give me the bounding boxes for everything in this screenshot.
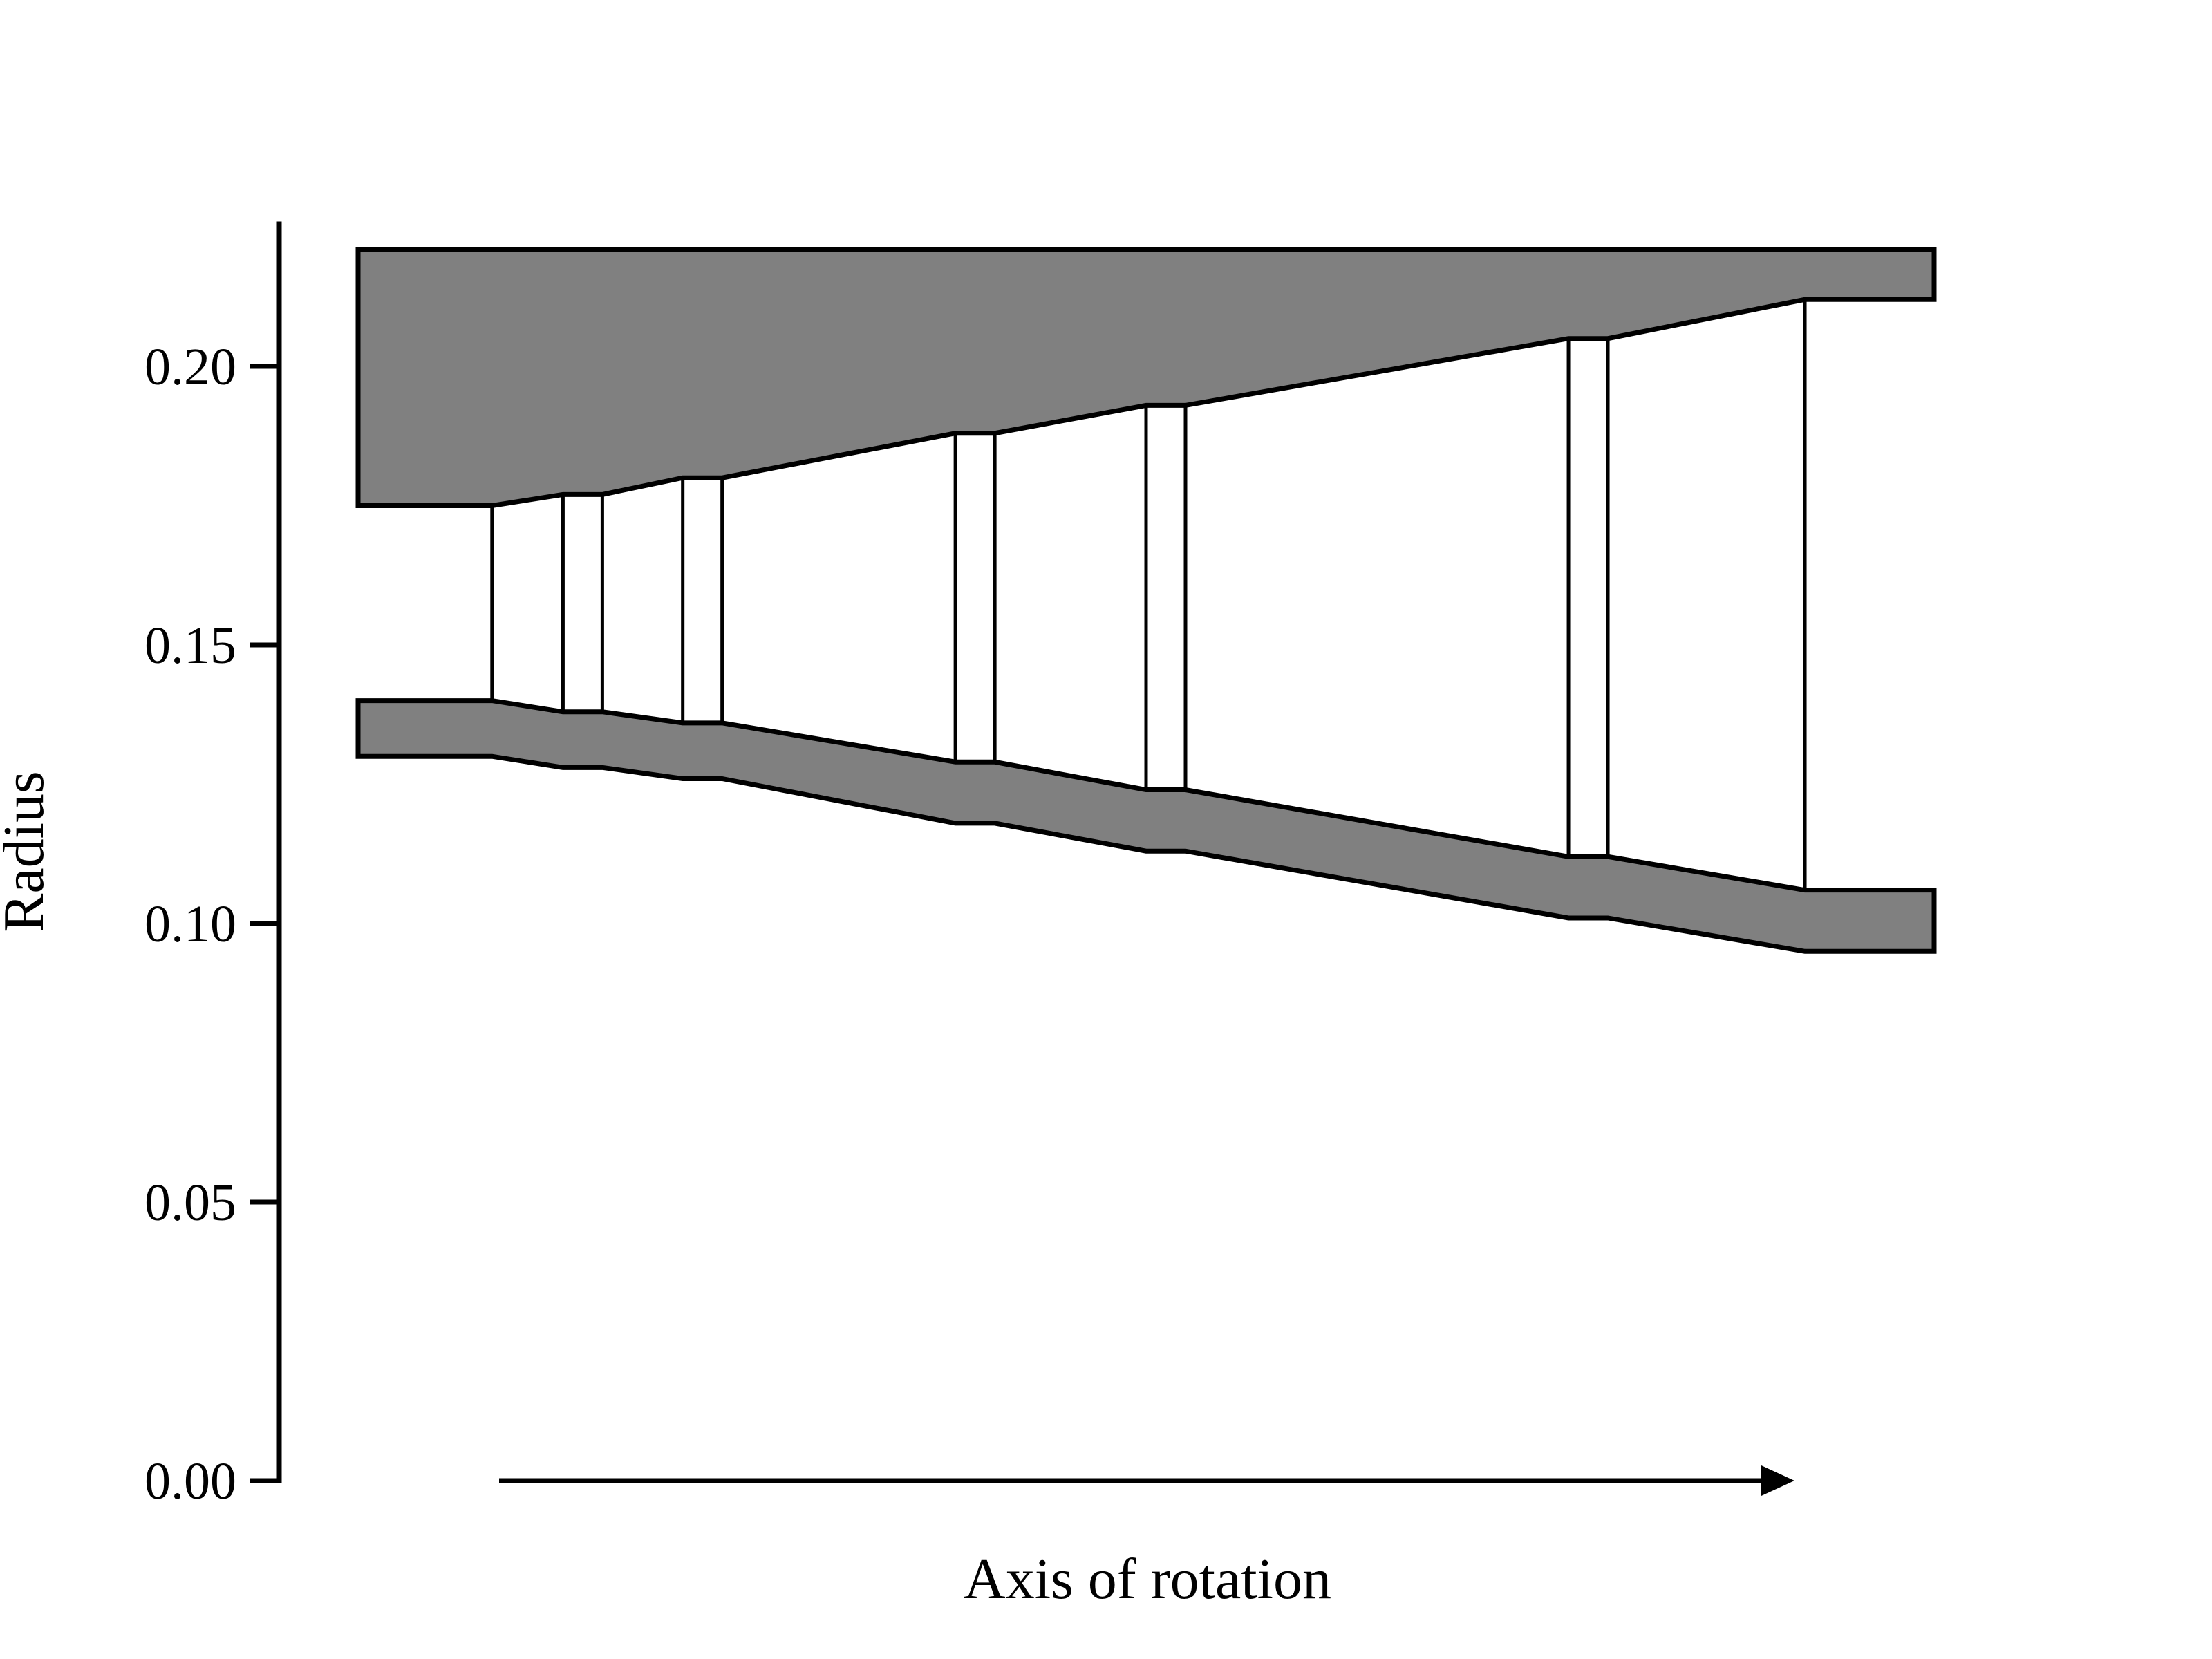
diagram-shapes <box>355 247 1937 954</box>
y-tick-label: 0.05 <box>144 1174 236 1232</box>
y-tick-label: 0.20 <box>144 338 236 396</box>
y-axis-label: Radius <box>0 771 56 932</box>
y-axis-ticks: 0.00 0.05 0.10 0.15 0.20 <box>144 338 279 1510</box>
x-axis-label: Axis of rotation <box>964 1547 1331 1611</box>
rotation-axis-arrow <box>499 1465 1794 1496</box>
y-tick-label: 0.00 <box>144 1452 236 1510</box>
arrowhead-icon <box>1761 1465 1794 1496</box>
y-tick-label: 0.15 <box>144 617 236 675</box>
inner-hub-shape <box>355 698 1937 954</box>
y-tick-label: 0.10 <box>144 895 236 953</box>
